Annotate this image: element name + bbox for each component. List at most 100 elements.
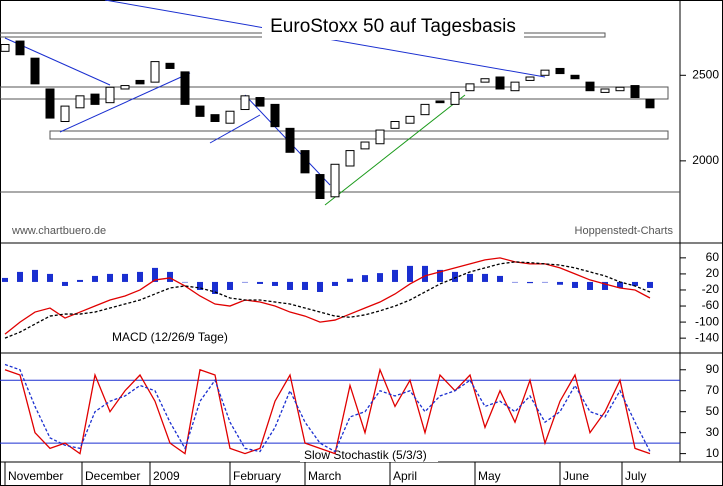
chart-title: EuroStoxx 50 auf Tagesbasis [270,16,516,37]
histogram-bar [77,279,83,282]
y-tick-label: 20 [706,266,720,280]
histogram-bar [92,275,98,282]
candle [585,81,595,92]
candle [270,103,280,128]
candle [210,114,220,123]
histogram-bar [347,278,353,282]
histogram-bar [497,275,503,282]
candle [360,141,370,150]
candle [45,88,55,119]
x-tick-label: 2009 [153,469,180,483]
histogram-bar [167,271,173,282]
candle [240,95,250,111]
candle [645,98,655,109]
histogram-bar [512,281,518,283]
histogram-bar [632,281,638,286]
candle [285,127,295,153]
histogram-bar [482,273,488,282]
x-tick-label: March [308,469,341,483]
y-tick-label: 30 [706,425,720,439]
histogram-bar [332,281,338,286]
histogram-bar [617,281,623,288]
histogram-bar [407,265,413,282]
candle [540,69,550,76]
candle [90,93,100,105]
y-tick-label: -20 [702,282,720,296]
y-tick-label: 10 [706,446,720,460]
x-tick-label: February [233,469,281,483]
zone [49,130,669,140]
y-tick-label: 90 [706,362,720,376]
trend-line [209,114,261,144]
histogram-bar [152,267,158,282]
histogram-bar [527,281,533,284]
candle [420,103,430,116]
histogram-bar [287,281,293,290]
candle [525,76,535,81]
candle [615,86,625,92]
label-bg [108,330,240,345]
candle [375,129,385,145]
candle [195,105,205,117]
candle [435,100,445,104]
histogram-bar [422,265,428,282]
histogram-bar [302,281,308,290]
candle [150,61,160,83]
histogram-bar [32,269,38,282]
histogram-bar [362,275,368,282]
histogram-bar [2,277,8,282]
candle [630,85,640,99]
macd-label: MACD (12/26/9 Tage) [112,330,228,344]
macd-line [4,261,651,339]
histogram-bar [587,281,593,290]
candle [495,76,505,90]
candle [15,40,25,56]
histogram-bar [437,269,443,282]
histogram-bar [197,281,203,290]
candle [465,83,475,92]
y-tick-label: 50 [706,404,720,418]
histogram-bar [212,281,218,294]
histogram-bar [377,273,383,282]
candle [570,74,580,80]
source: www.chartbuero.de [11,225,106,237]
histogram-bar [602,281,608,290]
candle [0,43,10,52]
x-tick-label: November [8,469,63,483]
y-tick-label: 2500 [692,67,719,81]
credit: Hoppenstedt-Charts [575,225,674,237]
candle [165,62,175,69]
trend-line [59,72,191,133]
histogram-bar [122,273,128,282]
histogram-bar [107,273,113,282]
x-tick-label: April [393,469,417,483]
candle [510,81,520,92]
histogram-bar [467,273,473,282]
candle [255,97,265,107]
y-tick-label: -60 [702,298,720,312]
candle [120,85,130,90]
x-tick-label: June [563,469,589,483]
trend-line [324,94,466,206]
histogram-bar [452,271,458,282]
x-tick-label: December [85,469,140,483]
histogram-bar [392,269,398,282]
histogram-bar [182,281,188,283]
candle [60,105,70,123]
stoch-label: Slow Stochastik (5/3/3) [304,448,427,462]
candle [345,150,355,167]
histogram-bar [137,271,143,282]
histogram-bar [557,281,563,285]
candle [555,67,565,75]
y-tick-label: -100 [695,314,719,328]
histogram-bar [647,281,653,288]
stoch-line [4,363,651,453]
histogram-bar [572,281,578,288]
y-tick-label: 60 [706,250,720,264]
candle [30,57,40,85]
candle [180,71,190,105]
y-tick-label: -140 [695,330,719,344]
candle [600,88,610,93]
candle [390,121,400,129]
